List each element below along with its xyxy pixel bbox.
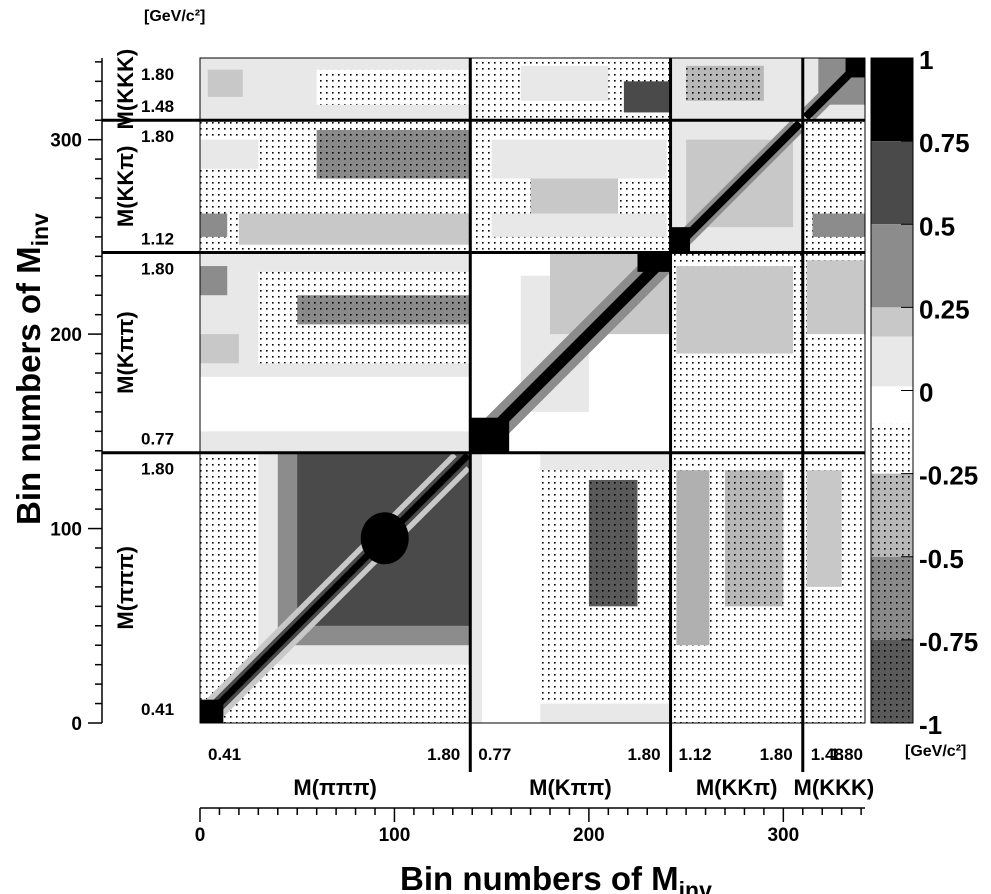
correlation-region: [530, 178, 619, 214]
block-name-left: M(KKπ): [113, 146, 138, 228]
block-high-edge-x: 1.80: [760, 745, 793, 764]
diagonal-band: [670, 120, 803, 253]
colorbar: 1 0.75 0.5 0.25 0 -0.25 -0.5 -0.75 -1: [870, 45, 978, 740]
block-low-edge-x: 1.12: [679, 745, 712, 764]
correlation-region: [806, 470, 842, 587]
correlation-region: [676, 266, 794, 354]
block-low-edge-x: 0.41: [208, 745, 241, 764]
colorbar-tick-label: 0.5: [919, 211, 955, 241]
block-low-edge-y: 0.41: [141, 700, 174, 719]
correlation-region: [200, 266, 228, 296]
block-labels: M(πππ) 0.41 1.80 M(πππ) 0.41 1.80 M(Kππ) 0.77 1.…: [113, 49, 874, 800]
correlation-region: [297, 295, 471, 325]
plot-area: [200, 58, 865, 723]
block-name-left: M(KKK): [113, 49, 138, 130]
colorbar-tick-label: 0.25: [919, 294, 970, 324]
colorbar-segment: [871, 58, 913, 142]
colorbar-segment: [871, 386, 913, 424]
colorbar-tick-label: -0.25: [919, 461, 978, 491]
correlation-region: [588, 479, 638, 607]
correlation-region: [812, 213, 865, 237]
block-name-left: M(Kππ): [113, 311, 138, 394]
block-separators: [102, 58, 865, 772]
colorbar-segment: [871, 336, 913, 391]
colorbar-tick-label: 0.75: [919, 128, 970, 158]
correlation-region: [200, 334, 239, 364]
correlation-region: [676, 470, 710, 646]
block-low-edge-y: 1.12: [141, 229, 174, 248]
correlation-core: [360, 512, 409, 565]
x-tick-label: 300: [767, 825, 799, 846]
correlation-region: [491, 213, 667, 237]
block-low-edge-x: 0.77: [478, 745, 511, 764]
x-tick-label: 0: [195, 825, 206, 846]
correlation-core: [637, 252, 671, 272]
block-low-edge-y: 1.48: [141, 97, 174, 116]
block-low-edge-y: 0.77: [141, 430, 174, 449]
colorbar-tick-label: -0.5: [919, 544, 964, 574]
y-axis-title: Bin numbers of Minv: [10, 213, 53, 525]
colorbar-segment: [871, 473, 913, 557]
y-tick-label: 300: [50, 131, 82, 152]
block-name-bottom: M(πππ): [293, 775, 377, 800]
y-tick-label: 200: [50, 325, 82, 346]
correlation-region: [491, 139, 667, 179]
block-high-edge-y: 1.80: [141, 259, 174, 278]
correlation-region: [238, 213, 471, 245]
unit-label-top: [GeV/c²]: [144, 8, 205, 25]
correlation-region: [520, 65, 609, 101]
correlation-region: [200, 376, 471, 432]
correlation-region: [623, 81, 671, 113]
x-tick-label: 100: [379, 825, 411, 846]
colorbar-tick-label: 1: [919, 45, 933, 75]
diagonal-band: [470, 252, 671, 453]
block-low-edge-x: 1.48: [811, 745, 844, 764]
y-tick-label: 0: [71, 714, 82, 735]
block-name-bottom: M(KKπ): [696, 775, 778, 800]
block-high-edge-y: 1.80: [141, 65, 174, 84]
correlation-core: [470, 417, 510, 453]
correlation-region: [725, 470, 784, 607]
colorbar-tick-label: -0.75: [919, 627, 978, 657]
correlation-region: [316, 69, 471, 105]
x-axis-title: Bin numbers of Minv: [400, 860, 712, 894]
block-name-bottom: M(Kππ): [529, 775, 612, 800]
y-tick-label: 100: [50, 520, 82, 541]
block-high-edge-x: 1.80: [830, 745, 863, 764]
colorbar-tick-label: -1: [919, 710, 942, 740]
correlation-core: [845, 58, 865, 78]
x-tick-label: 200: [573, 825, 605, 846]
correlation-region: [207, 69, 243, 97]
correlation-region: [481, 452, 541, 723]
correlation-region: [316, 129, 471, 179]
colorbar-segment: [871, 639, 913, 723]
colorbar-segment: [871, 224, 913, 308]
correlation-region: [806, 260, 865, 335]
colorbar-segment: [871, 556, 913, 640]
correlation-region: [686, 65, 764, 101]
plot-frame: [199, 57, 866, 724]
correlation-region: [200, 213, 228, 237]
block-high-edge-x: 1.80: [627, 745, 660, 764]
bottom-axis: 0 100 200 300: [195, 807, 865, 846]
diagonal-band: [200, 452, 471, 723]
correlation-core: [200, 699, 224, 723]
colorbar-segment: [871, 141, 913, 225]
block-high-edge-y: 1.80: [141, 127, 174, 146]
unit-label-right: [GeV/c²]: [905, 743, 966, 760]
correlation-region: [200, 139, 259, 169]
block-name-left: M(πππ): [113, 546, 138, 630]
correlation-core: [670, 227, 690, 253]
block-name-bottom: M(KKK): [794, 775, 875, 800]
left-axis: 0 100 200 300: [50, 58, 103, 735]
block-high-edge-y: 1.80: [141, 460, 174, 479]
block-high-edge-x: 1.80: [427, 745, 460, 764]
colorbar-tick-label: 0: [919, 378, 933, 408]
